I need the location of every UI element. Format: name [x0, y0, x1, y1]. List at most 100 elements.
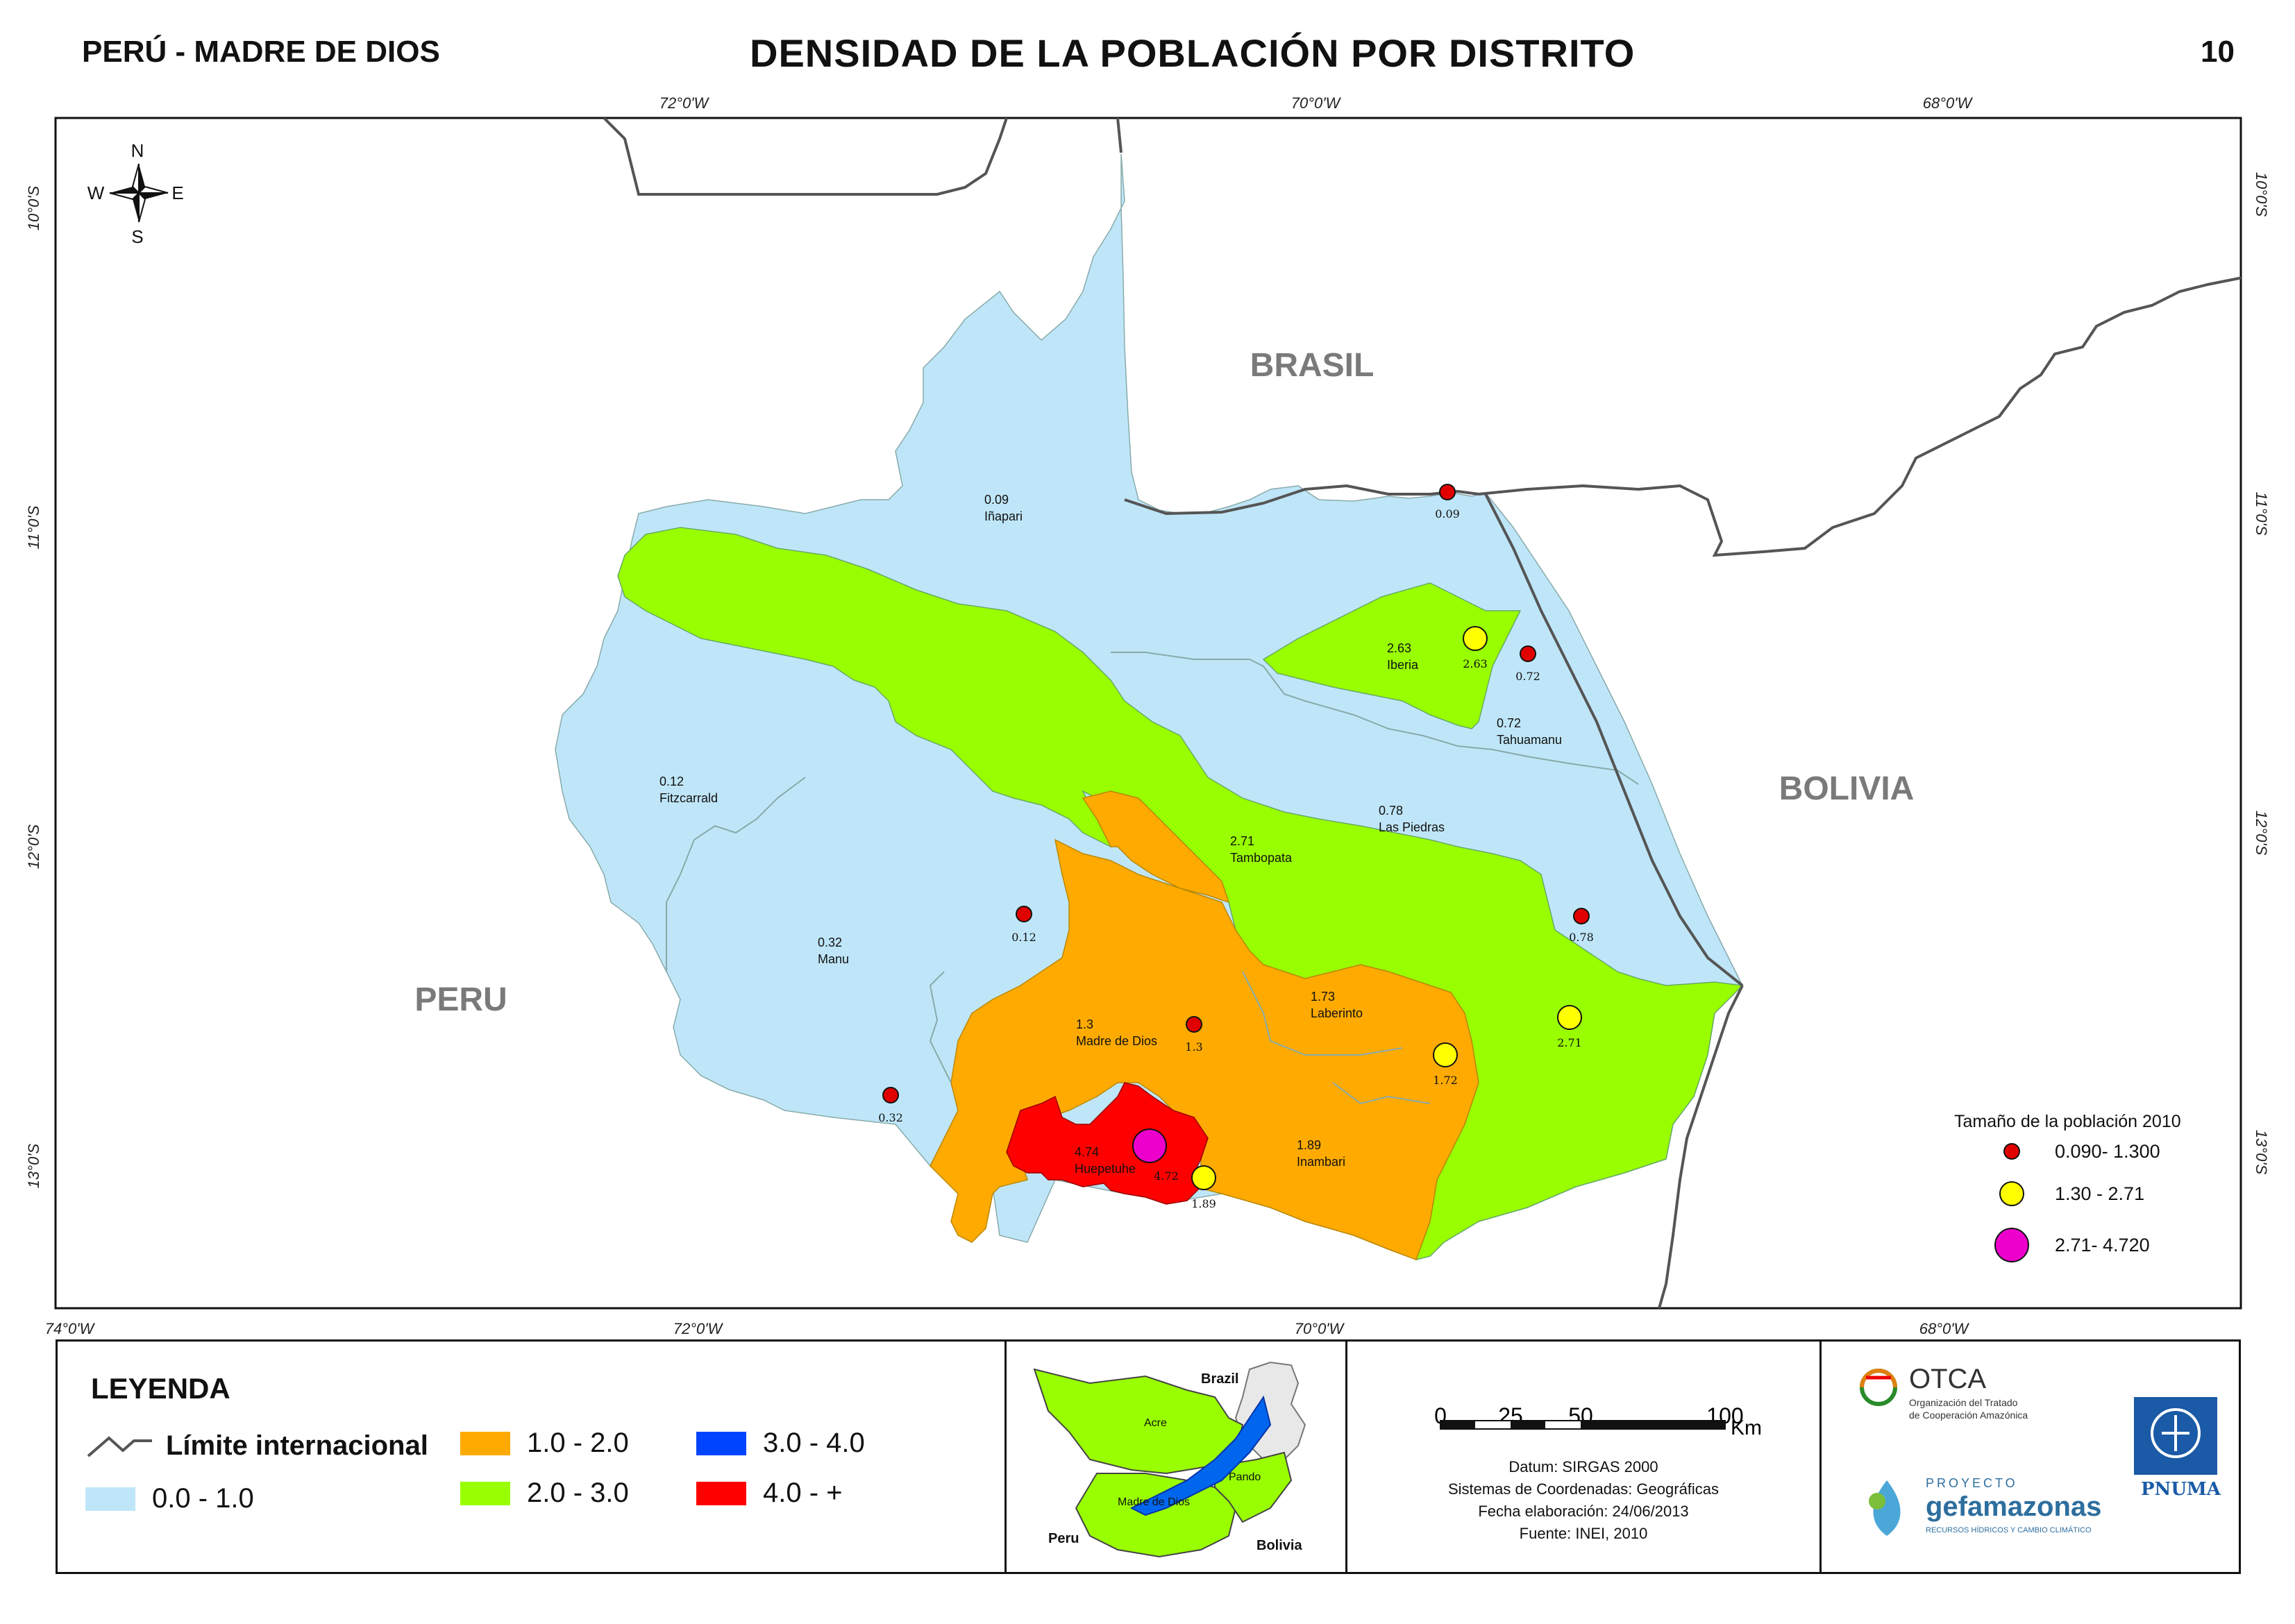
- swatch-3-4: [696, 1431, 746, 1455]
- legend-class-label: 0.0 - 1.0: [152, 1483, 254, 1514]
- population-point-label: 0.32: [878, 1111, 903, 1124]
- coord-bottom-68w: 68°0'W: [1919, 1320, 1970, 1337]
- swatch-4-plus: [696, 1481, 746, 1505]
- district-density: 1.3: [1076, 1017, 1093, 1031]
- population-legend-title: Tamaño de la población 2010: [1954, 1112, 2181, 1131]
- coord-right-11s: 11°0'S: [2253, 492, 2270, 536]
- scale-unit: Km: [1731, 1418, 1762, 1439]
- coord-bottom-74w: 74°0'W: [45, 1320, 96, 1337]
- district-density: 4.74: [1075, 1145, 1099, 1159]
- legend-class-label: 3.0 - 4.0: [763, 1428, 865, 1458]
- inset-pando: Pando: [1229, 1471, 1261, 1483]
- population-point: [1191, 1165, 1216, 1190]
- district-density: 2.71: [1230, 834, 1254, 848]
- inset-acre: Acre: [1144, 1417, 1167, 1429]
- otca-subtitle-2: de Cooperación Amazónica: [1909, 1410, 2028, 1421]
- coord-right-12s: 12°0'S: [2253, 811, 2270, 856]
- legend-class-label: 2.0 - 3.0: [527, 1478, 629, 1508]
- compass-e: E: [171, 183, 183, 203]
- district-density: 1.89: [1297, 1138, 1321, 1152]
- legend-class-label: 1.0 - 2.0: [527, 1428, 629, 1458]
- north-arrow-icon: N S E W: [87, 140, 184, 247]
- country-bolivia: BOLIVIA: [1779, 770, 1915, 807]
- scale-info-panel: 0 25 50 100 Km Datum: SIRGAS 2000 Sistem…: [1345, 1339, 1822, 1574]
- coord-left-12s: 12°0'S: [25, 824, 42, 869]
- legend-title: LEYENDA: [91, 1372, 230, 1405]
- district-density: 1.73: [1311, 990, 1335, 1004]
- district-name: Madre de Dios: [1076, 1034, 1157, 1048]
- district-boundaries: [666, 652, 1639, 1105]
- legend-class-0-1: 0.0 - 1.0: [85, 1483, 254, 1514]
- district-iberia: [1262, 582, 1522, 729]
- district-name: Huepetuhe: [1075, 1162, 1136, 1176]
- population-legend-item: 2.71- 4.720: [2055, 1235, 2150, 1255]
- population-point: [1016, 906, 1032, 922]
- coord-right-13s: 13°0'S: [2253, 1130, 2270, 1175]
- population-points: 0.09 2.63 0.72 0.12 0.78 1.3 2.71 1.72 0…: [878, 484, 1594, 1210]
- inset-madre-de-dios: Madre de Dios: [1118, 1496, 1190, 1508]
- population-point-label: 1.3: [1185, 1040, 1202, 1054]
- coord-top-72w: 72°0'W: [659, 94, 710, 112]
- district-density: 0.72: [1497, 716, 1521, 730]
- population-point-label: 2.71: [1557, 1036, 1582, 1049]
- region-title: PERÚ - MADRE DE DIOS: [82, 35, 440, 69]
- legend-boundary-label: Límite internacional: [166, 1430, 428, 1461]
- legend-class-label: 4.0 - +: [763, 1478, 843, 1508]
- gef-title: gefamazonas: [1926, 1491, 2102, 1522]
- population-point: [1433, 1042, 1458, 1067]
- population-legend-item: 0.090- 1.300: [2055, 1141, 2160, 1162]
- population-point: [1520, 645, 1536, 662]
- district-density: 0.78: [1379, 804, 1403, 818]
- population-point: [1186, 1016, 1202, 1033]
- boundary-line-icon: [87, 1435, 152, 1457]
- district-name: Las Piedras: [1379, 820, 1445, 834]
- population-point: [1573, 908, 1590, 924]
- coord-top-70w: 70°0'W: [1291, 94, 1342, 112]
- population-point-label: 0.12: [1011, 931, 1036, 944]
- scale-bar: 0 25 50 100: [1434, 1403, 1744, 1425]
- inset-peru: Peru: [1048, 1531, 1079, 1546]
- district-density: 0.32: [818, 936, 842, 949]
- gef-proyecto: PROYECTO: [1926, 1476, 2018, 1490]
- legend-boundary: Límite internacional: [85, 1430, 428, 1462]
- population-point: [882, 1087, 899, 1103]
- coord-top-68w: 68°0'W: [1923, 94, 1974, 112]
- population-point-label: 1.89: [1191, 1197, 1216, 1210]
- coord-right-10s: 10°0'S: [2253, 172, 2270, 217]
- info-datum: Datum: SIRGAS 2000: [1508, 1458, 1658, 1475]
- otca-logo-icon: [1860, 1369, 1897, 1406]
- population-point-label: 1.72: [1433, 1074, 1458, 1087]
- swatch-1-2: [460, 1431, 510, 1455]
- compass-s: S: [131, 226, 143, 247]
- coord-bottom-70w: 70°0'W: [1295, 1320, 1345, 1337]
- pnuma-logo-icon: [2134, 1397, 2217, 1475]
- scale-bar-graphic: Km: [1440, 1418, 1762, 1439]
- info-coords: Sistemas de Coordenadas: Geográficas: [1447, 1480, 1720, 1498]
- coord-left-11s: 11°0'S: [25, 505, 42, 549]
- population-point: [1132, 1128, 1167, 1163]
- population-point: [1439, 484, 1456, 500]
- population-legend: Tamaño de la población 2010 0.090- 1.300…: [1954, 1112, 2181, 1262]
- country-brasil: BRASIL: [1250, 347, 1375, 384]
- population-point-label: 0.72: [1515, 670, 1540, 683]
- gefamazonas-logo-icon: [1869, 1480, 1901, 1536]
- district-density: 2.63: [1387, 641, 1411, 655]
- info-source: Fuente: INEI, 2010: [1519, 1525, 1648, 1542]
- swatch-0-1: [85, 1487, 135, 1511]
- swatch-2-3: [460, 1481, 510, 1505]
- population-legend-small-symbol: [2003, 1143, 2020, 1160]
- district-name: Manu: [818, 952, 849, 966]
- logos-panel: OTCA Organización del Tratado de Coopera…: [1819, 1339, 2241, 1574]
- legend-class-3-4: 3.0 - 4.0: [696, 1428, 865, 1459]
- district-labels: 0.09 Iñapari 2.63 Iberia 0.72 Tahuamanu …: [659, 493, 1562, 1176]
- inset-map: Brazil Acre Pando Madre de Dios Peru Bol…: [1033, 1361, 1306, 1558]
- scale-tick-0: 0: [1434, 1403, 1447, 1425]
- district-name: Tahuamanu: [1497, 733, 1562, 747]
- population-legend-medium-symbol: [1999, 1181, 2024, 1206]
- population-point-label: 4.72: [1154, 1169, 1179, 1183]
- info-date: Fecha elaboración: 24/06/2013: [1478, 1503, 1689, 1520]
- district-density: 0.09: [984, 493, 1009, 507]
- district-name: Laberinto: [1311, 1006, 1363, 1020]
- inset-brazil: Brazil: [1201, 1371, 1238, 1387]
- otca-subtitle-1: Organización del Tratado: [1909, 1397, 2018, 1408]
